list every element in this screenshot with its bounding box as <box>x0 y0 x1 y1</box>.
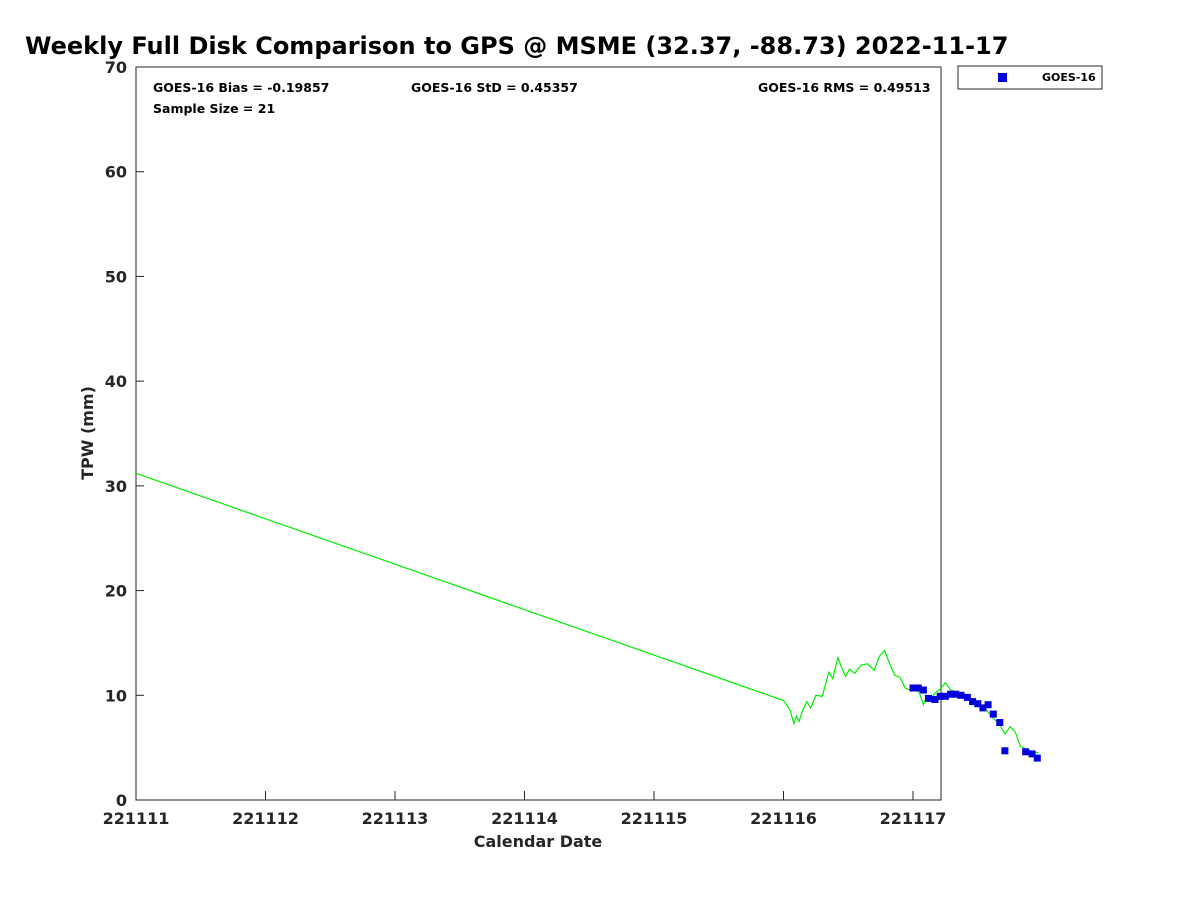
goes16-point <box>1022 748 1030 756</box>
y-axis: 0 10 20 30 40 50 60 70 <box>105 58 144 810</box>
y-tick-label: 70 <box>105 58 127 77</box>
gps-tpw-line <box>135 472 1039 754</box>
y-tick-label: 10 <box>105 686 127 705</box>
goes16-point <box>952 690 960 698</box>
y-tick-label: 40 <box>105 372 127 391</box>
std-stat: GOES-16 StD = 0.45357 <box>411 80 578 95</box>
x-axis: 221111 221112 221113 221114 221115 221116 2211… <box>103 791 947 828</box>
x-tick-label: 221116 <box>750 809 817 828</box>
x-tick-label: 221115 <box>621 809 688 828</box>
bias-stat: GOES-16 Bias = -0.19857 <box>153 80 329 95</box>
goes16-point <box>1001 747 1009 755</box>
goes16-point <box>1028 750 1036 758</box>
y-tick-label: 30 <box>105 477 127 496</box>
x-tick-label: 221112 <box>232 809 299 828</box>
x-tick-label: 221113 <box>362 809 429 828</box>
goes16-point <box>963 693 971 701</box>
rms-stat: GOES-16 RMS = 0.49513 <box>758 80 931 95</box>
legend-label-goes16: GOES-16 <box>1042 71 1096 84</box>
y-tick-label: 60 <box>105 163 127 182</box>
legend: GOES-16 <box>957 65 1103 90</box>
plot-frame <box>135 66 942 801</box>
goes16-point <box>979 704 987 712</box>
x-tick-label: 221114 <box>491 809 558 828</box>
goes16-point <box>931 696 939 703</box>
goes16-point <box>957 691 965 699</box>
y-tick-label: 0 <box>116 791 127 810</box>
goes16-point <box>909 684 917 692</box>
goes16-point <box>936 692 944 700</box>
series-layer <box>135 472 1041 762</box>
goes16-point <box>925 694 932 702</box>
goes16-point <box>914 684 922 692</box>
y-tick-label: 50 <box>105 267 127 286</box>
goes16-point <box>941 692 949 700</box>
legend-swatch-goes16 <box>998 73 1007 82</box>
y-axis-label: TPW (mm) <box>78 386 97 480</box>
x-tick-label: 221111 <box>103 809 170 828</box>
y-tick-label: 20 <box>105 582 127 601</box>
x-tick-label: 221117 <box>880 809 947 828</box>
goes16-point <box>989 710 997 718</box>
legend-box <box>957 65 1103 90</box>
x-axis-label: Calendar Date <box>474 832 603 851</box>
sample-size-stat: Sample Size = 21 <box>153 101 275 116</box>
plot-area: 221111 221112 221113 221114 221115 221116 2211… <box>103 58 1041 828</box>
goes16-point <box>947 690 955 698</box>
goes16-point <box>974 700 982 708</box>
goes16-point <box>996 719 1004 726</box>
goes16-point <box>1033 754 1041 762</box>
goes16-point <box>969 698 977 706</box>
goes16-point <box>919 686 927 694</box>
chart-title: Weekly Full Disk Comparison to GPS @ MSM… <box>25 32 1008 60</box>
goes16-point <box>984 701 992 709</box>
